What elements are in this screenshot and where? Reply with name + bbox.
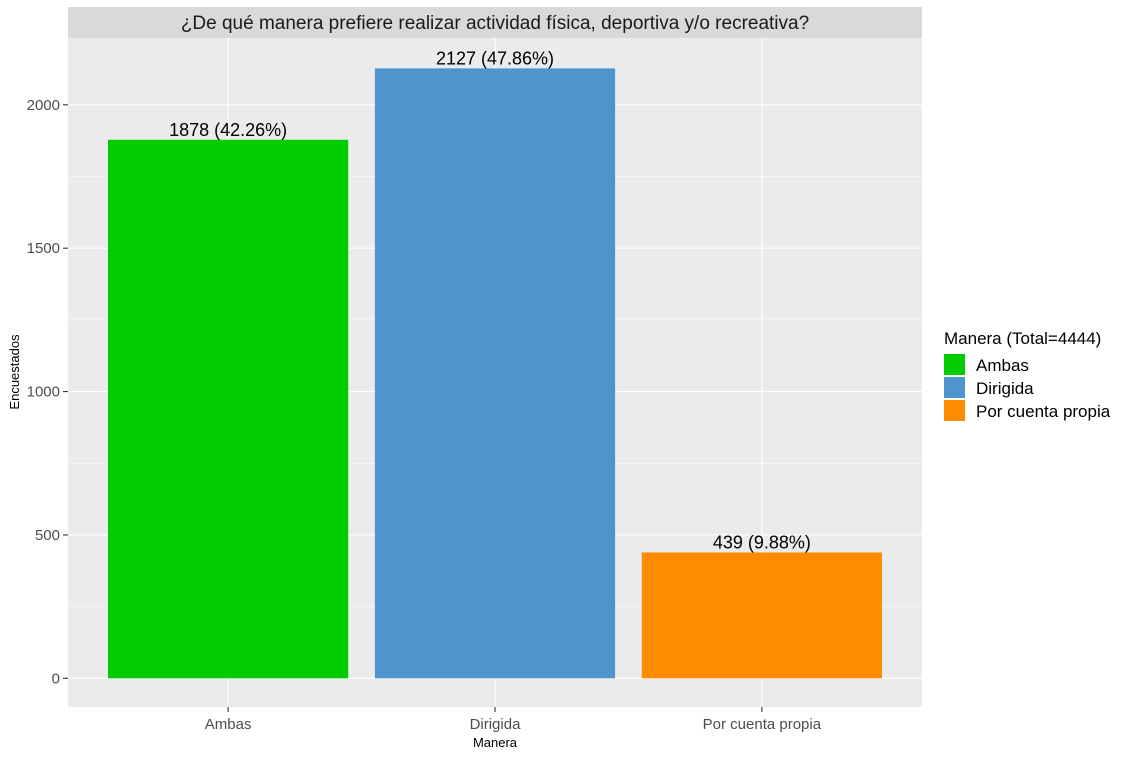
legend-swatch bbox=[944, 354, 965, 375]
x-tick-label: Dirigida bbox=[470, 716, 522, 733]
x-tick-label: Por cuenta propia bbox=[703, 716, 822, 733]
y-tick-label: 1000 bbox=[27, 384, 60, 401]
legend-label: Dirigida bbox=[976, 379, 1034, 398]
chart-title: ¿De qué manera prefiere realizar activid… bbox=[181, 13, 809, 34]
y-tick-label: 2000 bbox=[27, 97, 60, 114]
facet-strip bbox=[68, 7, 922, 38]
bars bbox=[108, 68, 882, 679]
bar-data-label: 439 (9.88%) bbox=[713, 532, 811, 552]
bar-labels: 1878 (42.26%) 2127 (47.86%) 439 (9.88%) bbox=[169, 48, 811, 552]
y-tick-label: 1500 bbox=[27, 240, 60, 257]
bar-data-label: 2127 (47.86%) bbox=[436, 48, 554, 68]
legend-label: Por cuenta propia bbox=[976, 402, 1111, 421]
legend-label: Ambas bbox=[976, 356, 1029, 375]
x-axis: Ambas Dirigida Por cuenta propia bbox=[205, 707, 822, 733]
x-tick-label: Ambas bbox=[205, 716, 252, 733]
y-tick-label: 0 bbox=[52, 670, 60, 687]
legend-swatch bbox=[944, 400, 965, 421]
legend-swatch bbox=[944, 377, 965, 398]
bar-ambas bbox=[108, 139, 349, 679]
y-axis: 0 500 1000 1500 2000 bbox=[27, 97, 68, 687]
bar-dirigida bbox=[374, 68, 616, 679]
y-tick-label: 500 bbox=[35, 527, 60, 544]
x-axis-title: Manera bbox=[473, 735, 518, 750]
legend: Manera (Total=4444) Ambas Dirigida Por cue… bbox=[944, 329, 1111, 421]
y-axis-title: Encuestados bbox=[7, 334, 22, 410]
legend-title: Manera (Total=4444) bbox=[944, 329, 1101, 348]
bar-data-label: 1878 (42.26%) bbox=[169, 120, 287, 140]
bar-por-cuenta-propia bbox=[641, 552, 882, 679]
